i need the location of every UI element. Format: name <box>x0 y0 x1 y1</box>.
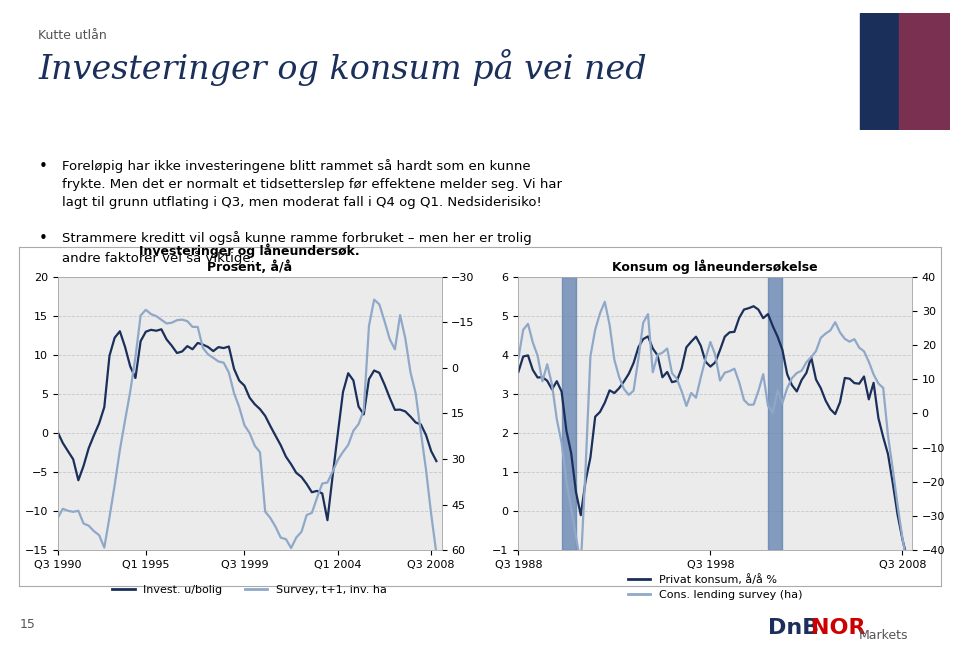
Legend: Privat konsum, å/å %, Cons. lending survey (ha): Privat konsum, å/å %, Cons. lending surv… <box>623 570 807 605</box>
Title: Konsum og låneundersøkelse: Konsum og låneundersøkelse <box>612 260 818 274</box>
Legend: Invest. u/bolig, Survey, t+1, inv. ha: Invest. u/bolig, Survey, t+1, inv. ha <box>108 580 392 599</box>
Title: Investeringer og låneundersøk.
Prosent, å/å: Investeringer og låneundersøk. Prosent, … <box>139 244 360 274</box>
Text: DnB: DnB <box>768 618 819 638</box>
Bar <box>899 13 950 130</box>
Text: NOR: NOR <box>811 618 866 638</box>
Bar <box>860 13 899 130</box>
Text: •: • <box>38 231 47 246</box>
Text: 15: 15 <box>19 618 36 631</box>
Bar <box>562 277 576 550</box>
Text: •: • <box>38 159 47 174</box>
Text: Markets: Markets <box>859 614 909 643</box>
Text: Kutte utlån: Kutte utlån <box>38 29 108 42</box>
Text: Investeringer og konsum på vei ned: Investeringer og konsum på vei ned <box>38 49 647 86</box>
Text: Foreløpig har ikke investeringene blitt rammet så hardt som en kunne
frykte. Men: Foreløpig har ikke investeringene blitt … <box>62 159 563 210</box>
Text: Strammere kreditt vil også kunne ramme forbruket – men her er trolig
andre fakto: Strammere kreditt vil også kunne ramme f… <box>62 231 532 264</box>
Bar <box>768 277 782 550</box>
